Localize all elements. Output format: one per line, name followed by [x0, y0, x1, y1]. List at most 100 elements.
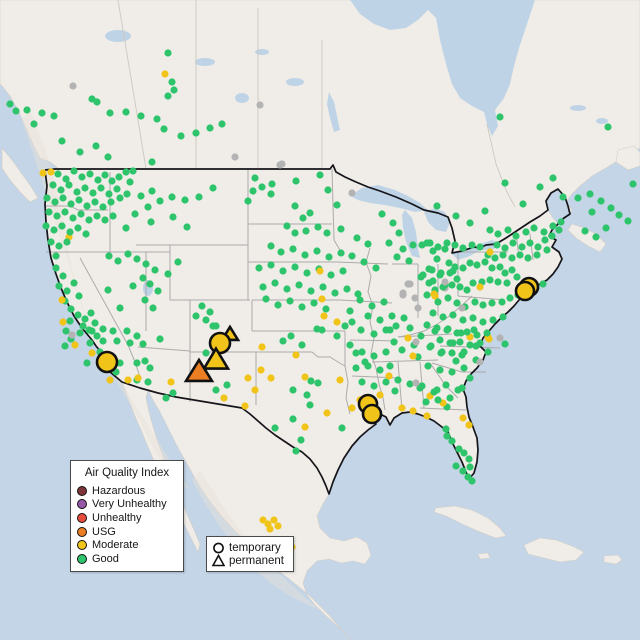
station-dot — [385, 372, 393, 380]
station-dot — [298, 303, 306, 311]
station-dot — [116, 304, 124, 312]
station-dot — [81, 184, 89, 192]
station-dot — [412, 379, 420, 387]
station-dot — [220, 394, 228, 402]
station-dot — [51, 198, 59, 206]
station-dot — [456, 338, 464, 346]
station-dot — [394, 376, 402, 384]
station-dot — [341, 322, 349, 330]
station-dot — [65, 181, 73, 189]
station-dot — [468, 241, 476, 249]
station-dot — [38, 109, 46, 117]
station-dot — [602, 224, 610, 232]
station-dot — [324, 186, 332, 194]
station-dot — [181, 196, 189, 204]
station-dot — [126, 178, 134, 186]
station-dot — [543, 246, 551, 254]
station-dot — [426, 239, 434, 247]
station-dot — [262, 295, 270, 303]
station-dot — [364, 312, 372, 320]
station-dot — [164, 92, 172, 100]
station-dot — [429, 247, 437, 255]
station-dot — [446, 339, 454, 347]
station-dot — [501, 269, 509, 277]
station-dot — [164, 49, 172, 57]
station-dot — [74, 311, 82, 319]
station-dot — [58, 296, 66, 304]
station-dot — [113, 185, 121, 193]
station-dot — [607, 204, 615, 212]
station-dot — [297, 436, 305, 444]
station-dot — [390, 338, 398, 346]
station-dot — [122, 224, 130, 232]
station-dot — [93, 212, 101, 220]
station-dot — [409, 241, 417, 249]
station-dot — [485, 335, 493, 343]
station-dot — [333, 201, 341, 209]
station-dot — [198, 302, 206, 310]
station-dot — [160, 125, 168, 133]
station-dot — [513, 273, 521, 281]
station-dot — [306, 209, 314, 217]
station-dot — [310, 299, 318, 307]
station-dot — [380, 298, 388, 306]
station-dot — [133, 255, 141, 263]
lake-winnipeg — [327, 92, 340, 132]
station-dot — [78, 173, 86, 181]
reindeer-lake — [235, 93, 249, 103]
station-dot — [271, 424, 279, 432]
station-dot — [144, 378, 152, 386]
station-dot — [129, 167, 137, 175]
station-dot — [337, 249, 345, 257]
station-dot — [426, 343, 434, 351]
station-dot — [258, 183, 266, 191]
station-dot — [346, 307, 354, 315]
station-dot — [104, 286, 112, 294]
station-dot — [399, 245, 407, 253]
station-dot — [452, 357, 460, 365]
aqi-color-dot-icon — [77, 553, 87, 564]
circle-icon — [213, 542, 224, 554]
station-dot — [539, 280, 547, 288]
station-dot — [244, 197, 252, 205]
station-dot — [348, 404, 356, 412]
station-dot — [303, 269, 311, 277]
station-dot — [105, 252, 113, 260]
vancouver-island — [1, 147, 39, 203]
station-dot — [86, 170, 94, 178]
station-dot — [23, 106, 31, 114]
station-dot — [541, 236, 549, 244]
station-dot — [460, 449, 468, 457]
station-dot — [522, 228, 530, 236]
station-dot — [333, 318, 341, 326]
station-dot — [141, 296, 149, 304]
station-dot — [448, 437, 456, 445]
triangle-icon — [212, 554, 225, 567]
station-dot — [434, 243, 442, 251]
station-dot — [360, 258, 368, 266]
station-dot — [83, 359, 91, 367]
temporary-monitor-marker — [514, 280, 536, 302]
station-dot — [469, 279, 477, 287]
station-dot — [255, 264, 263, 272]
station-dot — [316, 171, 324, 179]
station-dot — [548, 232, 556, 240]
station-dot — [524, 254, 532, 262]
station-dot — [498, 298, 506, 306]
lake-athabasca — [195, 58, 215, 66]
station-dot — [69, 214, 77, 222]
station-dot — [526, 239, 534, 247]
station-dot — [151, 266, 159, 274]
station-dot — [298, 341, 306, 349]
station-dot — [473, 331, 481, 339]
station-dot — [154, 287, 162, 295]
station-dot — [69, 82, 77, 90]
station-dot — [274, 301, 282, 309]
station-dot — [516, 251, 524, 259]
station-dot — [425, 279, 433, 287]
station-dot — [586, 190, 594, 198]
station-dot — [50, 226, 58, 234]
station-dot — [489, 316, 497, 324]
station-dot — [257, 366, 265, 374]
station-dot — [147, 218, 155, 226]
